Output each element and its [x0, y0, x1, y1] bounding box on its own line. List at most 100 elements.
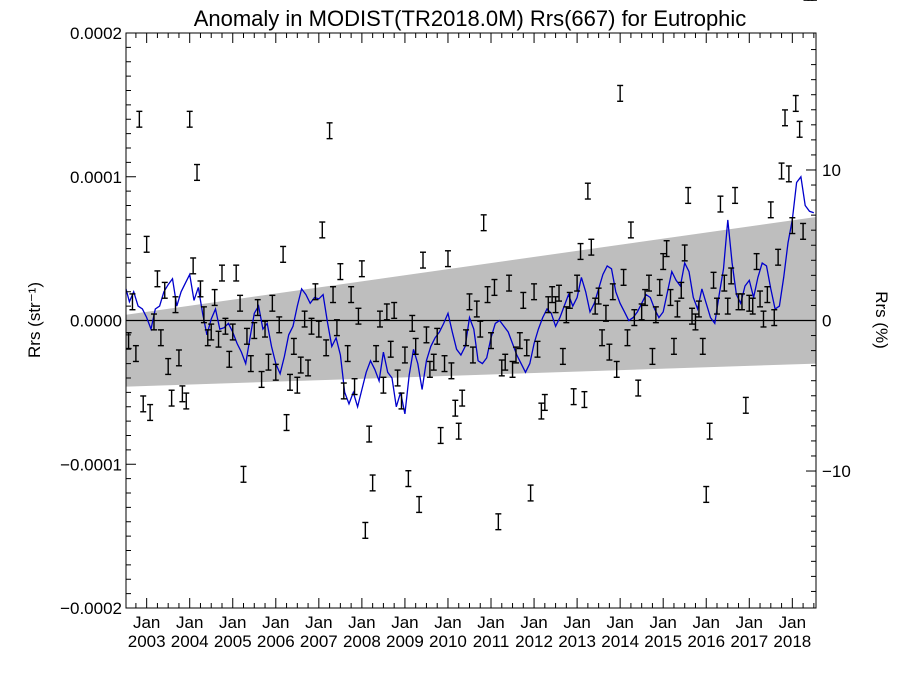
- x-tick-year: 2016: [687, 632, 725, 651]
- data-point: [469, 346, 476, 364]
- data-point: [183, 392, 190, 410]
- data-point: [276, 316, 283, 334]
- data-point: [724, 297, 731, 315]
- data-point: [233, 264, 240, 282]
- data-point: [463, 329, 470, 347]
- data-point: [595, 287, 602, 305]
- data-point: [624, 329, 631, 347]
- data-point: [452, 399, 459, 417]
- x-tick-month: Jan: [477, 613, 504, 632]
- x-tick-month: Jan: [520, 613, 547, 632]
- data-point: [140, 395, 147, 413]
- data-point: [620, 268, 627, 286]
- data-point: [642, 288, 649, 307]
- data-point: [229, 323, 236, 341]
- x-tick-year: 2004: [171, 632, 209, 651]
- data-point: [480, 214, 487, 232]
- data-point: [674, 300, 681, 318]
- data-point: [204, 329, 211, 347]
- data-point: [757, 290, 764, 308]
- data-point: [283, 413, 290, 432]
- data-point: [175, 349, 182, 367]
- data-point: [764, 286, 771, 304]
- data-point: [782, 109, 789, 127]
- data-point: [391, 301, 398, 320]
- data-point: [157, 329, 164, 347]
- y2-tick-label: 0: [822, 312, 831, 331]
- data-point: [549, 286, 556, 304]
- x-tick-month: Jan: [219, 613, 246, 632]
- y2-tick-label: 10: [822, 161, 841, 180]
- x-tick-year: 2018: [773, 632, 811, 651]
- data-point: [355, 307, 362, 325]
- data-point: [552, 296, 559, 314]
- x-tick-year: 2010: [429, 632, 467, 651]
- data-point: [692, 313, 699, 331]
- data-point: [290, 337, 297, 355]
- left-axis-ticks: 0.0002 0.0001 0.0000 −0.0001 −0.0002: [60, 24, 136, 618]
- x-tick-year: 2003: [128, 632, 166, 651]
- data-point: [656, 278, 663, 297]
- data-point: [466, 293, 473, 311]
- data-point: [488, 332, 495, 350]
- data-point: [742, 396, 749, 414]
- x-tick-year: 2006: [257, 632, 295, 651]
- x-tick-month: Jan: [133, 613, 160, 632]
- data-point: [713, 297, 720, 315]
- data-point: [738, 293, 745, 311]
- data-point: [670, 337, 677, 355]
- data-point: [778, 162, 785, 180]
- data-point: [412, 337, 419, 355]
- data-point: [251, 321, 258, 340]
- x-axis-ticks: Jan2003Jan2004Jan2005Jan2006Jan2007Jan20…: [128, 33, 815, 651]
- uncertainty-band: [126, 217, 816, 387]
- data-point: [523, 339, 530, 357]
- data-point: [527, 484, 534, 502]
- data-point: [437, 426, 444, 445]
- data-point: [247, 355, 254, 373]
- y-tick-label: 0.0002: [70, 24, 122, 43]
- x-tick-month: Jan: [693, 613, 720, 632]
- data-point: [330, 286, 337, 304]
- data-point: [771, 309, 778, 327]
- x-tick-month: Jan: [305, 613, 332, 632]
- data-point: [491, 278, 498, 297]
- x-tick-year: 2013: [558, 632, 596, 651]
- data-point: [218, 264, 225, 282]
- data-point: [161, 281, 168, 299]
- data-point: [581, 390, 588, 409]
- data-point: [258, 370, 265, 389]
- data-point: [179, 385, 186, 403]
- data-point: [732, 186, 739, 205]
- data-point: [143, 235, 150, 253]
- data-point: [746, 294, 753, 312]
- right-axis-ticks: 10 0 −10: [806, 49, 851, 592]
- data-point: [721, 274, 728, 292]
- x-tick-month: Jan: [779, 613, 806, 632]
- x-tick-year: 2015: [644, 632, 682, 651]
- data-point: [409, 314, 416, 332]
- data-point: [200, 306, 207, 324]
- data-point: [398, 392, 405, 410]
- data-point: [197, 280, 204, 298]
- data-point: [710, 271, 717, 289]
- data-point: [165, 357, 172, 376]
- data-point: [208, 323, 215, 341]
- data-point: [383, 303, 390, 321]
- data-point: [186, 110, 193, 128]
- data-point: [570, 388, 577, 406]
- data-point: [215, 330, 222, 348]
- data-point: [645, 274, 652, 292]
- data-point: [423, 326, 430, 344]
- data-point: [132, 344, 139, 363]
- data-point: [699, 337, 706, 355]
- data-point: [194, 163, 201, 182]
- data-point: [627, 221, 634, 239]
- data-point: [588, 238, 595, 256]
- data-point: [663, 240, 670, 258]
- data-point: [297, 356, 304, 374]
- x-tick-month: Jan: [649, 613, 676, 632]
- data-point: [512, 346, 519, 364]
- y-axis-label: Rrs (str⁻¹): [25, 282, 44, 358]
- data-point: [649, 347, 656, 366]
